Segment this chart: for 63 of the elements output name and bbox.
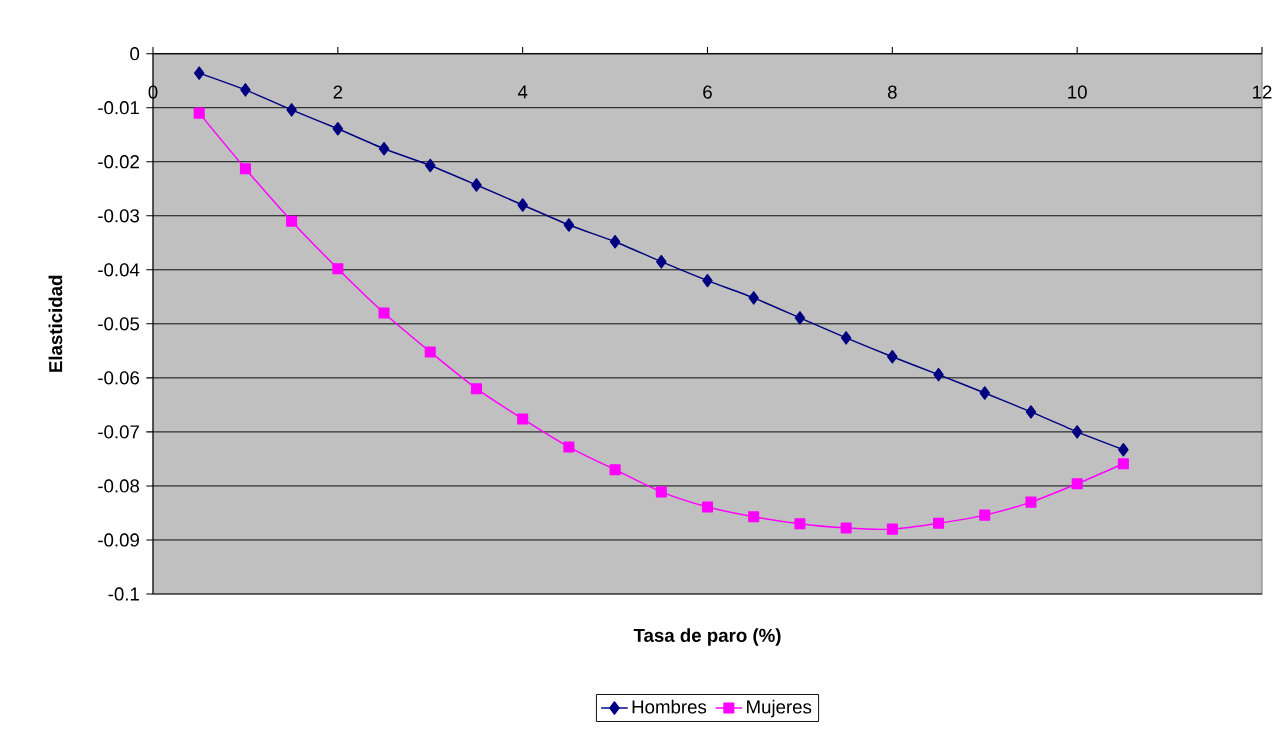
point — [1117, 458, 1129, 470]
y-tick-label: -0.05 — [98, 317, 140, 331]
point — [239, 163, 251, 175]
point — [425, 158, 436, 173]
y-tick-label: -0.1 — [108, 587, 139, 601]
point — [517, 198, 528, 212]
point — [794, 311, 806, 325]
point — [840, 331, 852, 345]
legend-label: Mujeres — [747, 699, 812, 718]
point — [1118, 442, 1129, 457]
point — [656, 254, 667, 269]
point — [286, 215, 298, 227]
x-tick-label: 6 — [703, 85, 712, 99]
y-tick-label: -0.01 — [98, 101, 139, 115]
point — [1071, 478, 1083, 490]
x-tick-label: 10 — [1068, 85, 1087, 99]
point — [1025, 496, 1037, 508]
y-axis-title: Elasticidad — [48, 275, 63, 372]
point — [471, 178, 482, 192]
point — [840, 522, 852, 534]
y-tick-label: 0 — [130, 47, 140, 61]
point — [193, 66, 205, 80]
point — [933, 517, 945, 529]
point — [887, 350, 898, 364]
point — [609, 234, 621, 249]
point — [563, 218, 575, 232]
point — [609, 464, 621, 476]
y-tick-label: -0.02 — [98, 155, 139, 169]
point — [470, 383, 482, 395]
y-tick-label: -0.08 — [98, 479, 140, 493]
point — [794, 518, 806, 530]
x-tick-label: 2 — [333, 85, 343, 99]
point — [701, 501, 714, 513]
point — [517, 413, 529, 425]
point — [1025, 405, 1037, 419]
point — [748, 291, 759, 305]
x-tick-label: 12 — [1253, 85, 1272, 99]
x-tick-label: 8 — [887, 85, 897, 99]
x-tick-label: 4 — [517, 85, 528, 99]
point — [378, 307, 390, 319]
point — [979, 509, 991, 521]
point — [886, 523, 898, 535]
y-tick-label: -0.09 — [98, 533, 139, 547]
point — [563, 441, 575, 453]
y-tick-label: -0.04 — [98, 263, 140, 277]
y-tick-label: -0.06 — [98, 371, 140, 385]
point — [702, 273, 713, 288]
point — [979, 386, 990, 400]
point — [933, 367, 944, 382]
point — [655, 486, 667, 498]
point — [332, 263, 344, 275]
point — [286, 103, 297, 117]
y-tick-label: -0.07 — [98, 425, 139, 439]
x-axis-title: Tasa de paro (%) — [633, 628, 781, 646]
point — [378, 142, 390, 156]
point — [1071, 425, 1083, 439]
point — [193, 107, 205, 119]
point — [332, 122, 344, 136]
legend-label: Hombres — [632, 699, 707, 714]
point — [748, 511, 760, 523]
point — [240, 83, 251, 97]
y-tick-label: -0.03 — [98, 209, 140, 223]
point — [424, 346, 436, 358]
